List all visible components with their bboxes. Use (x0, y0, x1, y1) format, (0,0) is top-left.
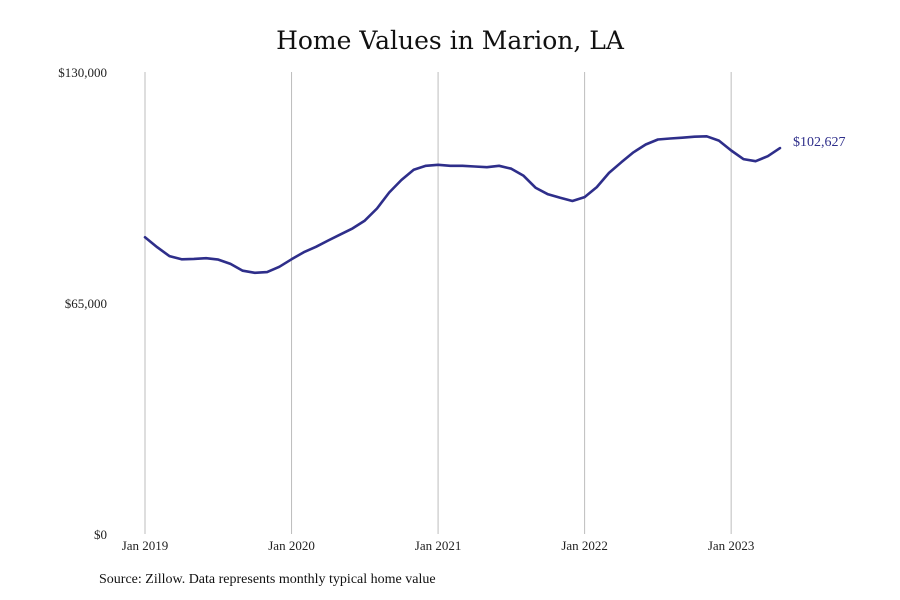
end-value-label: $102,627 (793, 135, 846, 150)
x-tick-label: Jan 2020 (268, 538, 315, 553)
series-line (143, 135, 782, 275)
y-tick-label: $65,000 (65, 296, 107, 311)
source-note: Source: Zillow. Data represents monthly … (99, 572, 436, 587)
x-tick-label: Jan 2023 (708, 538, 755, 553)
x-tick-label: Jan 2022 (561, 538, 608, 553)
y-tick-label: $130,000 (58, 65, 107, 80)
x-tick-label: Jan 2021 (415, 538, 462, 553)
y-tick-label: $0 (94, 527, 107, 542)
chart-title: Home Values in Marion, LA (276, 26, 624, 55)
x-tick-label: Jan 2019 (122, 538, 169, 553)
